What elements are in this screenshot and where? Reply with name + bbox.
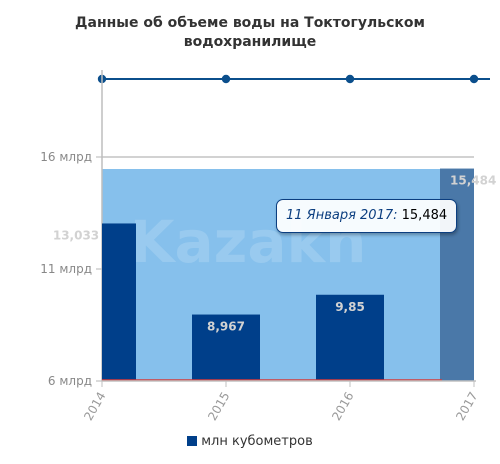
navigator-point[interactable] xyxy=(345,74,355,84)
legend-label: млн кубометров xyxy=(201,434,313,449)
chart-title-line-1: Данные об объеме воды на Токтогульском xyxy=(75,15,425,31)
y-tick-label: 6 млрд xyxy=(48,374,92,388)
x-tick-label: 2015 xyxy=(205,390,232,423)
navigator-point[interactable] xyxy=(221,74,231,84)
bar[interactable] xyxy=(102,223,136,381)
bar[interactable] xyxy=(192,314,260,381)
chart-title-line-2: водохранилище xyxy=(183,34,317,50)
navigator-point[interactable] xyxy=(469,74,479,84)
x-tick-label: 2014 xyxy=(81,390,108,423)
data-label: 9,85 xyxy=(335,300,365,314)
x-tick-label: 2017 xyxy=(453,390,480,423)
tooltip: 11 Января 2017: 15,484 xyxy=(276,199,458,233)
data-label: 8,967 xyxy=(207,320,245,334)
legend-swatch xyxy=(187,436,198,446)
data-label: 13,033 xyxy=(53,228,99,242)
tooltip-value: 15,484 xyxy=(401,208,448,223)
x-tick-label: 2016 xyxy=(329,390,356,423)
chart-title: Данные об объеме воды на Токтогульском в… xyxy=(0,14,500,52)
data-label: 15,484 xyxy=(450,174,496,188)
legend[interactable]: млн кубометров xyxy=(0,434,500,449)
bar[interactable] xyxy=(316,294,384,381)
y-tick-label: 16 млрд xyxy=(40,150,92,164)
tooltip-date: 11 Января 2017 xyxy=(286,208,394,223)
y-tick-label: 11 млрд xyxy=(40,262,92,276)
